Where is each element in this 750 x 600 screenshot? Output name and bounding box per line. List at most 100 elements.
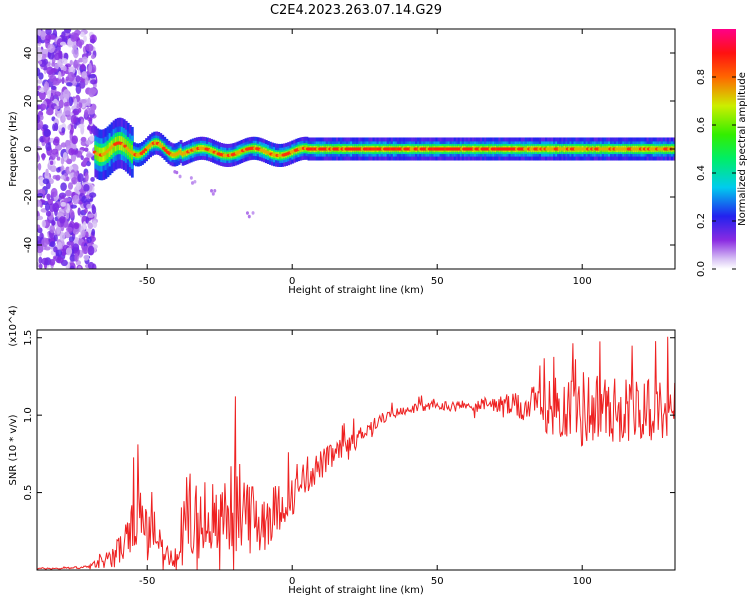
heatmap-noise-cell bbox=[60, 142, 67, 148]
heatmap-y-tick-label: -20 bbox=[23, 189, 34, 205]
heatmap-noise-cell bbox=[53, 122, 59, 132]
heatmap-noise-cell bbox=[61, 127, 66, 134]
heatmap-noise-cell bbox=[75, 182, 82, 190]
heatmap-x-label: Height of straight line (km) bbox=[288, 285, 424, 296]
heatmap-noise-cell bbox=[91, 204, 95, 211]
heatmap-noise-cell bbox=[54, 52, 61, 61]
heatmap-noise-cell bbox=[78, 41, 83, 49]
heatmap-noise-cell bbox=[38, 90, 46, 101]
heatmap-noise-cell bbox=[60, 174, 66, 180]
heatmap-noise-cell bbox=[62, 151, 68, 161]
heatmap-noise-cell bbox=[41, 237, 49, 248]
heatmap-x-tick-label: 100 bbox=[573, 276, 592, 287]
heatmap-y-label: Frequency (Hz) bbox=[8, 111, 19, 187]
heatmap-noise-cell bbox=[66, 226, 73, 232]
snr-y-label: SNR (10 * v/v) bbox=[8, 414, 19, 485]
heatmap-noise-cell bbox=[52, 138, 60, 146]
heatmap-noise-cell bbox=[57, 241, 63, 250]
heatmap-noise-cell bbox=[51, 220, 56, 226]
heatmap-noise-cell bbox=[77, 173, 84, 183]
heatmap-noise-cell bbox=[80, 63, 86, 70]
heatmap-noise-cell bbox=[54, 91, 61, 97]
heatmap-noise-cell bbox=[90, 79, 98, 85]
heatmap-noise-cell bbox=[71, 177, 78, 185]
heatmap-noise-cell bbox=[56, 167, 61, 173]
heatmap-noise-cell bbox=[46, 66, 54, 75]
heatmap-noise-cell bbox=[37, 46, 42, 52]
heatmap-noise-cell bbox=[70, 32, 77, 42]
heatmap-noise-cell bbox=[81, 71, 88, 79]
heatmap-noise-cell bbox=[39, 114, 44, 121]
heatmap-noise-cell bbox=[59, 231, 66, 242]
heatmap-tail-cell bbox=[178, 174, 182, 179]
colorbar: 0.0 0.2 0.4 0.6 0.8 Normalized spectral ampl… bbox=[696, 29, 748, 277]
heatmap-noise-cell bbox=[37, 199, 42, 207]
heatmap-noise-cell bbox=[72, 227, 80, 235]
heatmap-noise-cell bbox=[46, 89, 52, 99]
heatmap-noise-cell bbox=[43, 128, 51, 137]
colorbar-tick-label: 0.0 bbox=[696, 261, 707, 277]
heatmap-noise-cell bbox=[67, 71, 75, 82]
snr-x-tick-label: 50 bbox=[431, 576, 444, 587]
heatmap-noise-cell bbox=[85, 198, 92, 203]
heatmap-tail-cell bbox=[251, 211, 255, 215]
heatmap-noise-cell bbox=[63, 29, 72, 34]
heatmap-noise-cell bbox=[53, 63, 60, 70]
heatmap-noise-cell bbox=[69, 59, 73, 66]
heatmap-noise-cell bbox=[41, 49, 49, 55]
heatmap-noise-cell bbox=[37, 224, 41, 230]
heatmap-noise-cell bbox=[67, 182, 74, 190]
snr-y-tick-label: 0.5 bbox=[23, 485, 34, 501]
heatmap-tail-cell bbox=[190, 181, 194, 185]
snr-x-tick-label: -50 bbox=[139, 576, 155, 587]
heatmap-noise-cell bbox=[91, 228, 96, 236]
heatmap-noise-cell bbox=[61, 77, 65, 85]
heatmap-noise-cell bbox=[88, 74, 96, 79]
heatmap-noise-cell bbox=[87, 97, 91, 107]
heatmap-noise-cell bbox=[87, 261, 95, 269]
heatmap-noise-cell bbox=[69, 254, 76, 262]
heatmap-noise-cell bbox=[70, 114, 77, 125]
heatmap-noise-cell bbox=[59, 41, 67, 46]
heatmap-noise-cell bbox=[56, 156, 61, 161]
heatmap-noise-cell bbox=[43, 58, 48, 66]
heatmap-noise-cell bbox=[84, 109, 89, 118]
snr-x-tick-label: 100 bbox=[573, 576, 592, 587]
heatmap-noise-cell bbox=[77, 123, 85, 129]
heatmap-noise-cell bbox=[47, 51, 55, 60]
heatmap-noise-cell bbox=[53, 234, 58, 242]
heatmap-noise-cell bbox=[88, 117, 93, 125]
heatmap-noise-cell bbox=[45, 34, 52, 41]
heatmap-noise-cell bbox=[87, 222, 94, 230]
heatmap-noise-cell bbox=[92, 83, 97, 89]
heatmap-noise-cell bbox=[45, 29, 52, 36]
heatmap-marks bbox=[37, 29, 675, 269]
heatmap-noise-cell bbox=[89, 87, 98, 94]
heatmap-noise-cell bbox=[50, 85, 57, 90]
heatmap-panel: -50 0 50 100 -40 -20 0 20 40 Height of straight… bbox=[8, 28, 676, 296]
heatmap-noise-cell bbox=[57, 58, 63, 68]
heatmap-noise-cell bbox=[90, 177, 95, 182]
heatmap-noise-cell bbox=[75, 75, 81, 83]
heatmap-noise-cell bbox=[70, 149, 79, 155]
heatmap-noise-cell bbox=[66, 114, 72, 121]
heatmap-noise-cell bbox=[44, 246, 51, 251]
heatmap-noise-cell bbox=[87, 213, 94, 218]
heatmap-noise-cell bbox=[83, 208, 88, 214]
heatmap-noise-cell bbox=[38, 176, 45, 187]
snr-x-tick-label: 0 bbox=[289, 576, 295, 587]
heatmap-noise-cell bbox=[40, 30, 47, 41]
heatmap-noise-cell bbox=[41, 257, 49, 266]
heatmap-noise-cell bbox=[80, 31, 85, 38]
heatmap-noise-cell bbox=[51, 148, 59, 155]
heatmap-y-tick-label: -40 bbox=[23, 237, 34, 253]
heatmap-noise-cell bbox=[89, 192, 97, 198]
snr-panel: -50 0 50 100 0.5 1.0 1.5 Height of straight l… bbox=[8, 305, 676, 596]
heatmap-noise-cell bbox=[62, 89, 70, 99]
heatmap-noise-cell bbox=[38, 60, 43, 65]
heatmap-noise-cell bbox=[76, 103, 80, 109]
heatmap-noise-cell bbox=[37, 215, 44, 221]
snr-x-label: Height of straight line (km) bbox=[288, 585, 424, 596]
heatmap-noise-cell bbox=[67, 124, 72, 131]
colorbar-tick-label: 0.6 bbox=[696, 117, 707, 133]
